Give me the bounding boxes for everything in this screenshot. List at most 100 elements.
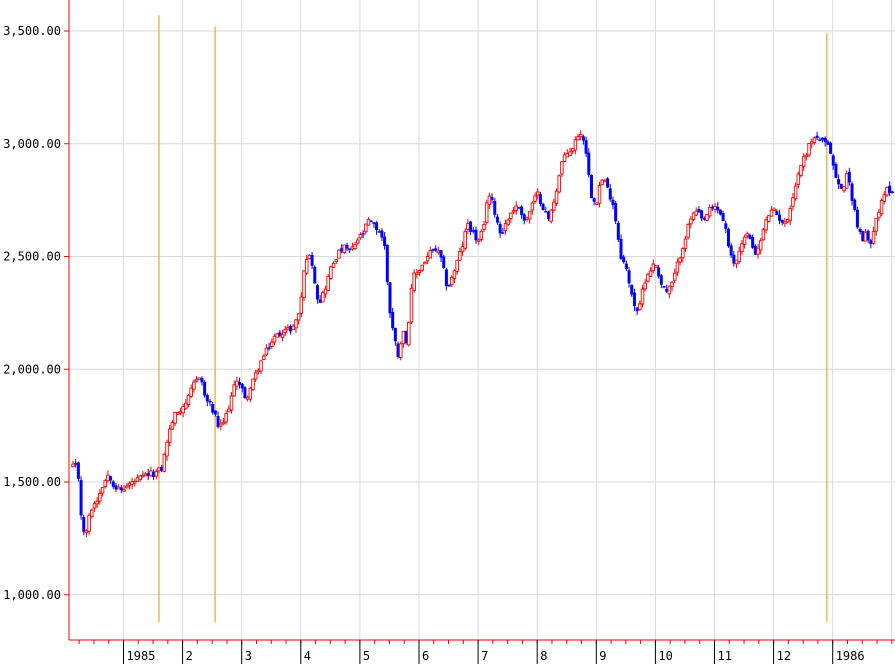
candle-body [122, 489, 126, 492]
candle-down [238, 377, 242, 389]
candle-up [133, 478, 137, 487]
candle-body [138, 475, 142, 481]
candle-down [697, 205, 701, 213]
candle-up [423, 261, 427, 265]
candle-body [471, 230, 475, 232]
candle-down [267, 342, 271, 351]
candle-body [702, 218, 706, 220]
candle-body [780, 219, 784, 223]
candle-body [503, 223, 508, 232]
candle-down [869, 238, 873, 249]
candle-body [264, 347, 269, 356]
x-tick-label: 11 [718, 649, 732, 663]
candle-body [420, 264, 424, 271]
candle-body [807, 143, 811, 156]
candle-body [788, 207, 793, 221]
candle-down [447, 283, 451, 287]
candle-up [84, 529, 89, 538]
candle-down [753, 244, 757, 255]
candle-down [119, 484, 123, 494]
candle-body [874, 217, 878, 232]
candle-body [764, 219, 768, 231]
candle-down [474, 226, 478, 244]
candle-body [638, 303, 642, 311]
axes [68, 0, 895, 641]
candle-body [417, 270, 422, 273]
candle-body [858, 228, 862, 232]
candle-down [778, 209, 782, 225]
candle-down [850, 181, 854, 206]
candle-up [176, 412, 180, 415]
candle-down [388, 282, 392, 319]
candle-down [444, 267, 448, 291]
candle-down [520, 205, 524, 219]
candle-body [415, 272, 419, 275]
candle-down [380, 228, 384, 242]
candle-up [877, 209, 881, 222]
candle-up [758, 238, 763, 255]
candle-body [133, 481, 137, 484]
candle-up [640, 285, 645, 308]
candle-body [713, 205, 717, 210]
candle-up [874, 217, 878, 236]
candle-down [538, 191, 542, 207]
candle-down [614, 201, 618, 225]
candle-body [801, 156, 806, 167]
candle-down [581, 134, 585, 145]
candle-up [138, 474, 142, 482]
candle-down [522, 213, 526, 225]
candle-up [689, 216, 693, 229]
candle-body [334, 259, 339, 263]
candle-body [552, 201, 556, 211]
candle-up [506, 218, 510, 227]
candle-body [439, 250, 443, 258]
candle-up [458, 247, 462, 261]
candle-body [740, 243, 744, 253]
candle-down [589, 174, 593, 199]
candle-up [871, 226, 876, 245]
candle-up [253, 369, 258, 382]
candle-body [793, 185, 798, 200]
candle-body [331, 262, 336, 268]
candle-body [186, 394, 191, 405]
candle-down [888, 181, 892, 197]
candle-body [616, 222, 620, 240]
candle-body [267, 347, 271, 349]
candle-body [482, 224, 486, 230]
x-tick-label: 12 [777, 649, 791, 663]
candle-body [127, 482, 132, 486]
candle-down [829, 141, 833, 155]
candle-up [337, 249, 341, 259]
candle-down [385, 244, 389, 285]
candle-up [788, 205, 793, 225]
candle-body [409, 287, 414, 323]
candle-down [702, 216, 706, 221]
candle-down [76, 461, 80, 482]
candle-body [535, 191, 540, 196]
candle-up [221, 417, 226, 425]
candle-up [783, 217, 787, 228]
candle-body [218, 423, 223, 427]
candle-body [721, 213, 725, 222]
candle-body [350, 246, 355, 250]
candle-down [442, 254, 446, 269]
candle-body [143, 473, 148, 477]
candle-body [259, 360, 263, 372]
candle-up [321, 290, 325, 303]
candle-body [173, 411, 177, 424]
candle-body [444, 269, 448, 286]
candle-body [398, 343, 403, 358]
candle-body [576, 136, 580, 141]
candle-up [71, 460, 75, 468]
candle-body [778, 214, 782, 221]
candle-body [678, 257, 682, 263]
candle-body [401, 330, 406, 345]
candle-body [455, 259, 459, 272]
candle-up [734, 259, 739, 269]
candle-up [554, 188, 559, 207]
candle-up [573, 136, 578, 155]
candle-down [837, 174, 841, 189]
candle-body [286, 326, 290, 330]
candle-body [799, 164, 803, 176]
candle-body [383, 236, 387, 246]
